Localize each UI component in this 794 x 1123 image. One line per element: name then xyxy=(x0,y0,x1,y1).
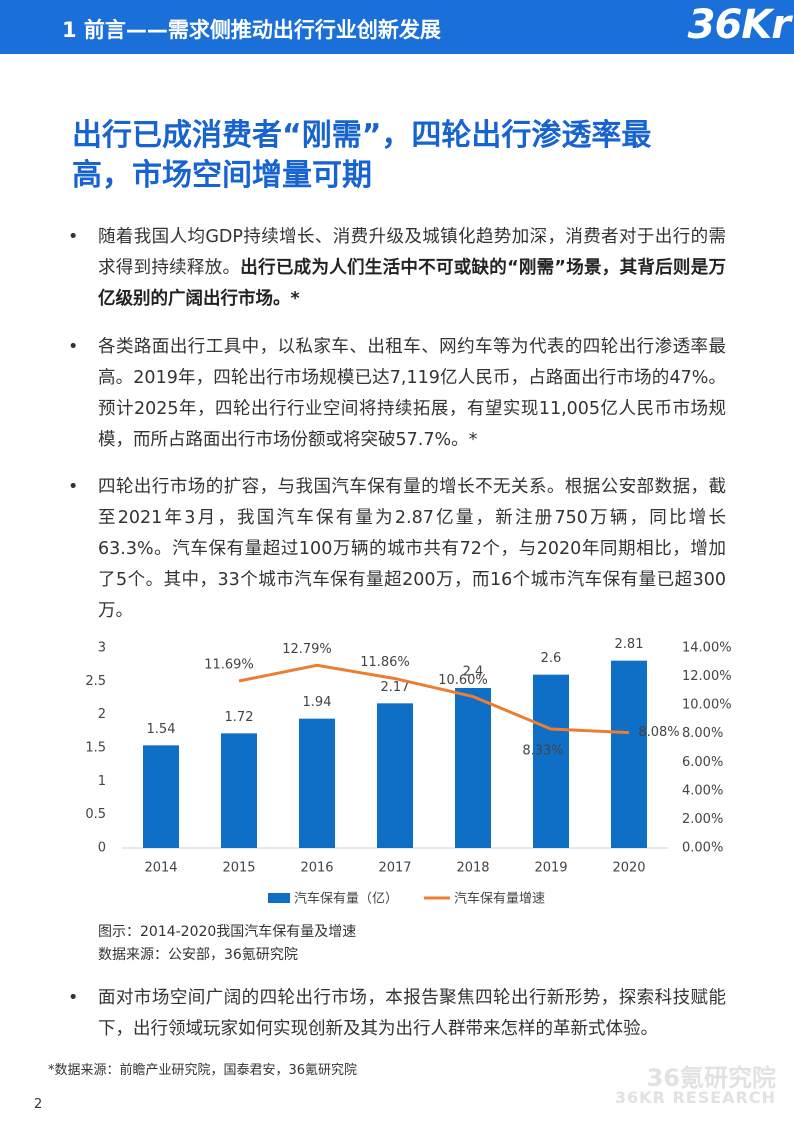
watermark: 36KR RESEARCH xyxy=(614,1088,776,1107)
bar-value-label: 1.54 xyxy=(147,722,176,737)
bar xyxy=(377,703,413,848)
x-tick-label: 2016 xyxy=(300,861,333,876)
bar xyxy=(455,688,491,848)
bullet: • 随着我国人均GDP持续增长、消费升级及城镇化趋势加深，消费者对于出行的需求得到… xyxy=(68,222,727,315)
y-tick-label: 2.5 xyxy=(85,674,106,689)
bullet-text: 出行已成为人们生活中不可或缺的“刚需”场景，其背后则是万亿级别的广阔出行市场。* xyxy=(98,258,727,309)
chart: 0 0.5 1 1.5 2 2.5 3 0.00% 2.00% 4.00% 6.00% 8.00% 10… xyxy=(85,637,732,907)
bar xyxy=(299,718,335,848)
line xyxy=(238,663,630,735)
bar-value-label: 2.4 xyxy=(463,665,484,680)
legend-label: 汽车保有量（亿） xyxy=(294,891,398,907)
y2-tick-label: 6.00% xyxy=(682,755,723,770)
watermark: 36氪研究院 xyxy=(646,1064,776,1092)
bar-value-label: 2.81 xyxy=(615,637,644,652)
bullet-dot: • xyxy=(68,227,79,247)
y2-tick-label: 0.00% xyxy=(682,841,723,856)
bullet-dot: • xyxy=(68,988,79,1008)
bar-value-label: 2.6 xyxy=(541,651,562,666)
y-tick-label: 1.5 xyxy=(85,741,106,756)
legend-label: 汽车保有量增速 xyxy=(454,891,545,907)
bar xyxy=(533,674,569,848)
page-number: 2 xyxy=(34,1097,43,1112)
bar-value-label: 2.17 xyxy=(381,680,410,695)
caption: 图示：2014-2020我国汽车保有量及增速 xyxy=(98,924,357,940)
bullet-text: 随着我国人均GDP持续增长、消费升级及城镇化趋势加深，消费者对于出行的需求得到持… xyxy=(98,227,726,278)
line-value-label: 8.33% xyxy=(522,744,563,759)
y2-tick-label: 10.00% xyxy=(682,698,732,713)
logo: 36Kr xyxy=(687,2,791,48)
page-title: 出行已成消费者“刚需”，四轮出行渗透率最 高，市场空间增量可期 xyxy=(72,116,651,196)
y-tick-label: 1 xyxy=(98,774,106,789)
y-tick-label: 0 xyxy=(98,841,106,856)
x-tick-label: 2020 xyxy=(612,861,645,876)
x-tick-label: 2017 xyxy=(378,861,411,876)
x-tick-label: 2014 xyxy=(144,861,177,876)
bullet-dot: • xyxy=(68,337,79,357)
line-value-label: 8.08% xyxy=(638,725,679,740)
bullet-text: 各类路面出行工具中，以私家车、出租车、网约车等为代表的四轮出行渗透率最高。201… xyxy=(98,337,726,450)
line-value-label: 11.86% xyxy=(360,655,410,670)
y2-tick-label: 14.00% xyxy=(682,641,732,656)
bullet-dot: • xyxy=(68,477,79,497)
header-bar xyxy=(0,0,794,54)
bar xyxy=(143,745,179,848)
line-value-label: 12.79% xyxy=(282,642,332,657)
bar-value-label: 1.94 xyxy=(303,695,332,710)
bullet-text: 面对市场空间广阔的四轮出行市场，本报告聚焦四轮出行新形势，探索科技赋能下，出行领… xyxy=(98,988,726,1039)
x-tick-label: 2015 xyxy=(222,861,255,876)
y-tick-label: 2 xyxy=(98,707,106,722)
title-line: 高，市场空间增量可期 xyxy=(72,158,372,193)
footnote: *数据来源：前瞻产业研究院，国泰君安，36氪研究院 xyxy=(48,1063,358,1078)
y-tick-label: 0.5 xyxy=(85,807,106,822)
y2-tick-label: 12.00% xyxy=(682,669,732,684)
bullet: • 面对市场空间广阔的四轮出行市场，本报告聚焦四轮出行新形势，探索科技赋能下，出行… xyxy=(68,983,726,1045)
line-value-label: 10.60% xyxy=(438,673,488,688)
x-tick-label: 2019 xyxy=(534,861,567,876)
y2-tick-label: 4.00% xyxy=(682,783,723,798)
title-line: 出行已成消费者“刚需”，四轮出行渗透率最 xyxy=(72,118,652,153)
source: 数据来源：公安部，36氪研究院 xyxy=(98,947,298,963)
bullet-text: 四轮出行市场的扩容，与我国汽车保有量的增长不无关系。根据公安部数据，截至2021… xyxy=(98,477,726,621)
y-tick-label: 3 xyxy=(98,641,106,656)
bullet: • 各类路面出行工具中，以私家车、出租车、网约车等为代表的四轮出行渗透率最高。20… xyxy=(68,332,726,456)
y2-tick-label: 2.00% xyxy=(682,812,723,827)
section-title: 1 前言——需求侧推动出行行业创新发展 xyxy=(62,18,441,42)
x-tick-label: 2018 xyxy=(456,861,489,876)
bullet: • 四轮出行市场的扩容，与我国汽车保有量的增长不无关系。根据公安部数据，截至202… xyxy=(68,472,726,627)
y2-tick-label: 8.00% xyxy=(682,726,723,741)
line-value-label: 11.69% xyxy=(204,658,254,673)
bar xyxy=(221,733,257,848)
bar-value-label: 1.72 xyxy=(225,710,254,725)
bar xyxy=(611,660,647,848)
legend-swatch xyxy=(268,893,290,903)
